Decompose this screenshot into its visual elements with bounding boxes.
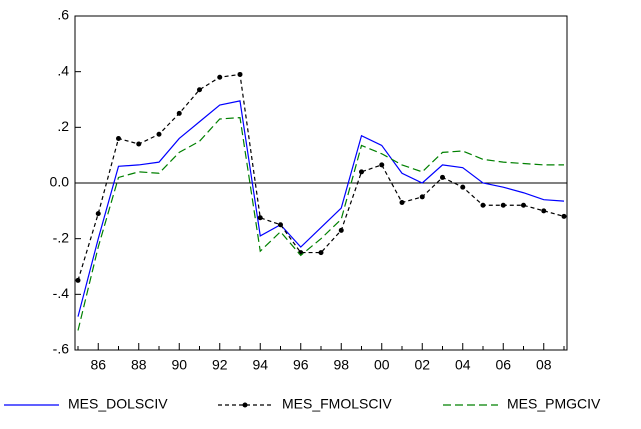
series-marker bbox=[217, 74, 223, 80]
series-marker bbox=[379, 162, 385, 168]
y-tick-label: -.2 bbox=[53, 229, 70, 245]
series-marker bbox=[176, 110, 182, 116]
series-marker bbox=[440, 174, 445, 180]
series-line bbox=[77, 100, 565, 317]
series-line bbox=[77, 73, 565, 281]
x-tick-label: 00 bbox=[374, 357, 390, 373]
y-tick-label: 0.0 bbox=[50, 174, 70, 190]
y-tick-label: .6 bbox=[57, 7, 69, 23]
series-marker bbox=[500, 202, 506, 208]
series-marker bbox=[419, 194, 425, 200]
series-marker bbox=[136, 141, 142, 147]
series-marker bbox=[359, 169, 364, 175]
y-tick-label: .4 bbox=[57, 62, 69, 78]
series-marker bbox=[521, 202, 526, 208]
series-marker bbox=[318, 250, 324, 256]
series-marker bbox=[75, 277, 81, 283]
series-marker bbox=[541, 208, 547, 214]
series-line bbox=[77, 116, 564, 331]
legend-label: MES_FMOLSCIV bbox=[282, 396, 392, 412]
x-tick-label: 96 bbox=[293, 357, 309, 373]
series-marker bbox=[197, 87, 202, 93]
series-marker bbox=[257, 215, 263, 221]
x-tick-label: 86 bbox=[90, 357, 106, 373]
series-marker bbox=[561, 213, 567, 219]
series-marker bbox=[460, 184, 466, 190]
x-tick-label: 98 bbox=[333, 357, 349, 373]
series-marker bbox=[399, 199, 405, 205]
series-marker bbox=[237, 71, 243, 77]
series-marker bbox=[278, 222, 283, 228]
y-tick-label: -.6 bbox=[53, 341, 70, 357]
x-tick-label: 06 bbox=[495, 357, 511, 373]
legend-marker bbox=[242, 402, 248, 408]
x-tick-label: 92 bbox=[212, 357, 228, 373]
legend-label: MES_DOLSCIV bbox=[68, 396, 168, 412]
y-tick-label: -.4 bbox=[53, 285, 70, 301]
legend-label: MES_PMGCIV bbox=[507, 396, 601, 412]
series-marker bbox=[480, 202, 486, 208]
x-tick-label: 02 bbox=[414, 357, 430, 373]
series-marker bbox=[95, 211, 101, 217]
series-marker bbox=[338, 227, 344, 233]
x-tick-label: 88 bbox=[131, 357, 147, 373]
x-tick-label: 08 bbox=[536, 357, 552, 373]
y-tick-label: .2 bbox=[57, 118, 69, 134]
x-tick-label: 04 bbox=[455, 357, 471, 373]
x-tick-label: 90 bbox=[171, 357, 187, 373]
x-tick-label: 94 bbox=[252, 357, 268, 373]
series-marker bbox=[156, 131, 162, 137]
series-marker bbox=[116, 135, 121, 141]
